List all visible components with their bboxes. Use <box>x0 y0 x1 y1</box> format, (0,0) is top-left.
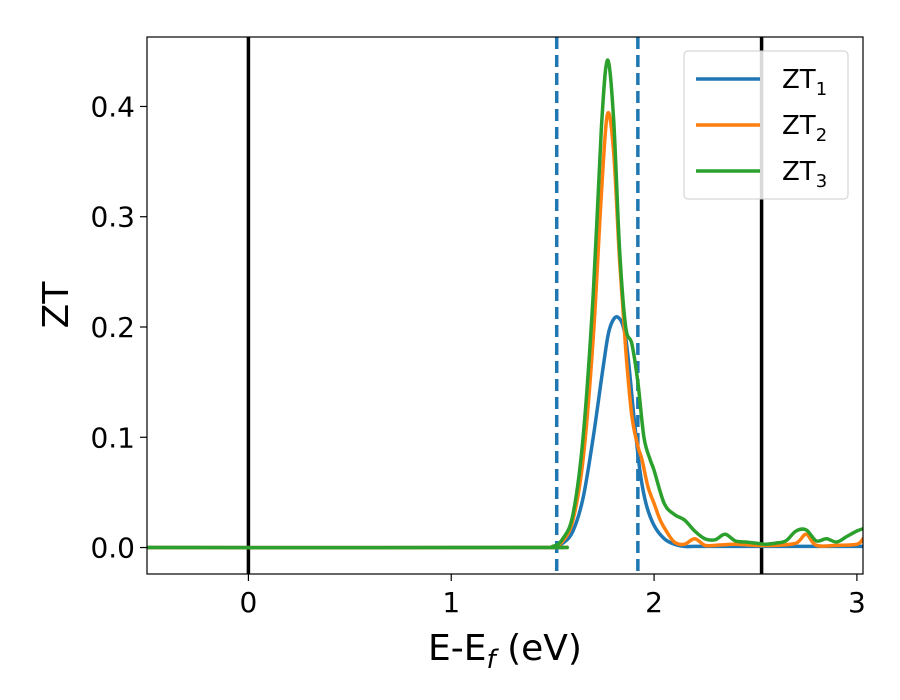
y-tick-label: 0.1 <box>90 421 135 454</box>
x-tick-label: 1 <box>442 586 460 619</box>
y-tick-label: 0.4 <box>90 90 135 123</box>
x-tick-label: 3 <box>848 586 866 619</box>
legend-label-zt2: ZT2 <box>782 111 827 146</box>
x-axis-ticks: 0 1 2 3 <box>240 574 866 619</box>
plot-area-frame <box>146 36 864 575</box>
x-axis-label-unit: (eV) <box>496 628 582 669</box>
x-axis-label: E-Ef (eV) <box>428 628 582 675</box>
y-tick-label: 0.0 <box>90 532 135 565</box>
series-line-zt3 <box>147 58 863 550</box>
y-tick-label: 0.3 <box>90 201 135 234</box>
y-tick-label: 0.2 <box>90 311 135 344</box>
x-tick-label: 2 <box>645 586 663 619</box>
legend-box <box>683 50 849 200</box>
series-line-zt1 <box>147 315 863 550</box>
y-axis-label: ZT <box>36 281 77 329</box>
x-tick-label: 0 <box>240 586 258 619</box>
y-axis-ticks: 0.0 0.1 0.2 0.3 0.4 <box>90 90 147 565</box>
x-axis-label-main: E-E <box>428 628 486 669</box>
legend: ZT1 ZT2 ZT3 <box>683 50 849 200</box>
legend-label-zt1: ZT1 <box>782 65 827 100</box>
legend-entries: ZT1 ZT2 ZT3 <box>696 65 827 192</box>
legend-label-zt3: ZT3 <box>782 157 827 192</box>
series-lines <box>147 58 863 550</box>
